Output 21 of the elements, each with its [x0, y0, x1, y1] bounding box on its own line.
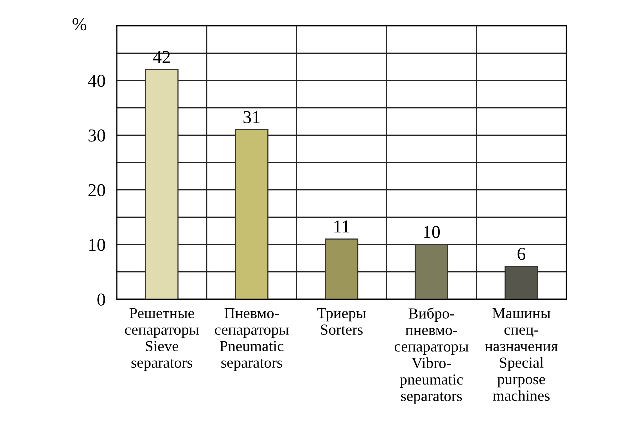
bar — [414, 244, 448, 300]
x-tick-label: Решетные сепараторы Sieve separators — [125, 308, 200, 372]
y-tick-label: 30 — [88, 130, 106, 142]
data-label: 42 — [153, 51, 170, 64]
y-tick-label: 10 — [90, 239, 106, 252]
y-tick-label: 40 — [88, 74, 106, 88]
x-tick-label: Вибро- пневмо- сепараторы Vibro- pneumatic separators — [394, 308, 469, 405]
data-label: 11 — [334, 220, 350, 233]
data-label: 31 — [244, 111, 260, 124]
y-axis-title: % — [72, 18, 87, 31]
y-tick-label: 0 — [98, 294, 106, 306]
data-label: 6 — [518, 248, 526, 260]
x-tick-label: Триеры Sorters — [317, 308, 366, 336]
x-tick-label: Пневмо- сепараторы Pneumatic separators — [215, 308, 289, 372]
bar — [235, 129, 269, 300]
y-tick-label: 20 — [88, 184, 106, 197]
x-tick-label: Машины спец- назначения Special purpose machines — [485, 308, 558, 402]
bar — [145, 69, 179, 300]
bar — [325, 238, 359, 300]
data-label: 10 — [424, 226, 440, 238]
bar — [504, 266, 538, 300]
